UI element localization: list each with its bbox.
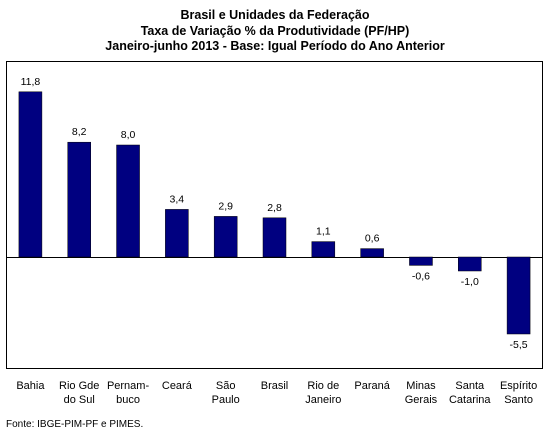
category-label: Rio de <box>307 380 339 392</box>
category-label: Brasil <box>261 380 289 392</box>
chart-title-line-3: Janeiro-junho 2013 - Base: Igual Período… <box>105 39 445 53</box>
category-label: Paraná <box>354 380 390 392</box>
category-label: Ceará <box>162 380 193 392</box>
category-label: Janeiro <box>305 394 341 406</box>
chart-title: Brasil e Unidades da Federação Taxa de V… <box>0 8 550 55</box>
bar-value-label: 0,6 <box>365 233 380 245</box>
chart-title-line-1: Brasil e Unidades da Federação <box>180 8 370 22</box>
category-label: Santo <box>504 394 533 406</box>
category-label: do Sul <box>64 394 95 406</box>
bar <box>360 248 384 258</box>
bar-value-label: 11,8 <box>21 76 41 88</box>
bar-value-label: 2,9 <box>218 200 233 212</box>
bar <box>458 256 482 272</box>
bar <box>116 144 140 258</box>
source-note: Fonte: IBGE-PIM-PF e PIMES. <box>6 419 144 430</box>
bar-value-label: 8,2 <box>72 126 87 138</box>
bar <box>165 209 189 258</box>
category-label: Gerais <box>405 394 438 406</box>
category-label: Bahia <box>16 380 45 392</box>
category-label: Espírito <box>500 380 537 392</box>
bar <box>409 256 433 266</box>
category-label: Pernam- <box>107 380 150 392</box>
bar <box>506 256 531 335</box>
category-label: buco <box>116 394 140 406</box>
bar <box>262 217 287 258</box>
category-label: Minas <box>406 380 436 392</box>
category-label: São <box>216 380 236 392</box>
bar <box>18 91 43 258</box>
bar <box>67 141 91 258</box>
bar-value-label: -5,5 <box>510 339 528 351</box>
bar-value-label: 1,1 <box>316 226 331 238</box>
bar-value-label: 8,0 <box>121 129 136 141</box>
category-label: Rio Gde <box>59 380 99 392</box>
category-label: Santa <box>455 380 485 392</box>
bar-value-label: 2,8 <box>267 202 282 214</box>
bar <box>311 241 336 258</box>
plot-area <box>6 61 543 369</box>
chart-title-line-2: Taxa de Variação % da Produtividade (PF/… <box>140 23 410 38</box>
category-label: Catarina <box>449 394 491 406</box>
bar-value-label: 3,4 <box>170 193 185 205</box>
bar-value-label: -1,0 <box>461 276 479 288</box>
bar <box>213 216 238 258</box>
bar-value-label: -0,6 <box>412 270 430 282</box>
category-label: Paulo <box>212 394 240 406</box>
